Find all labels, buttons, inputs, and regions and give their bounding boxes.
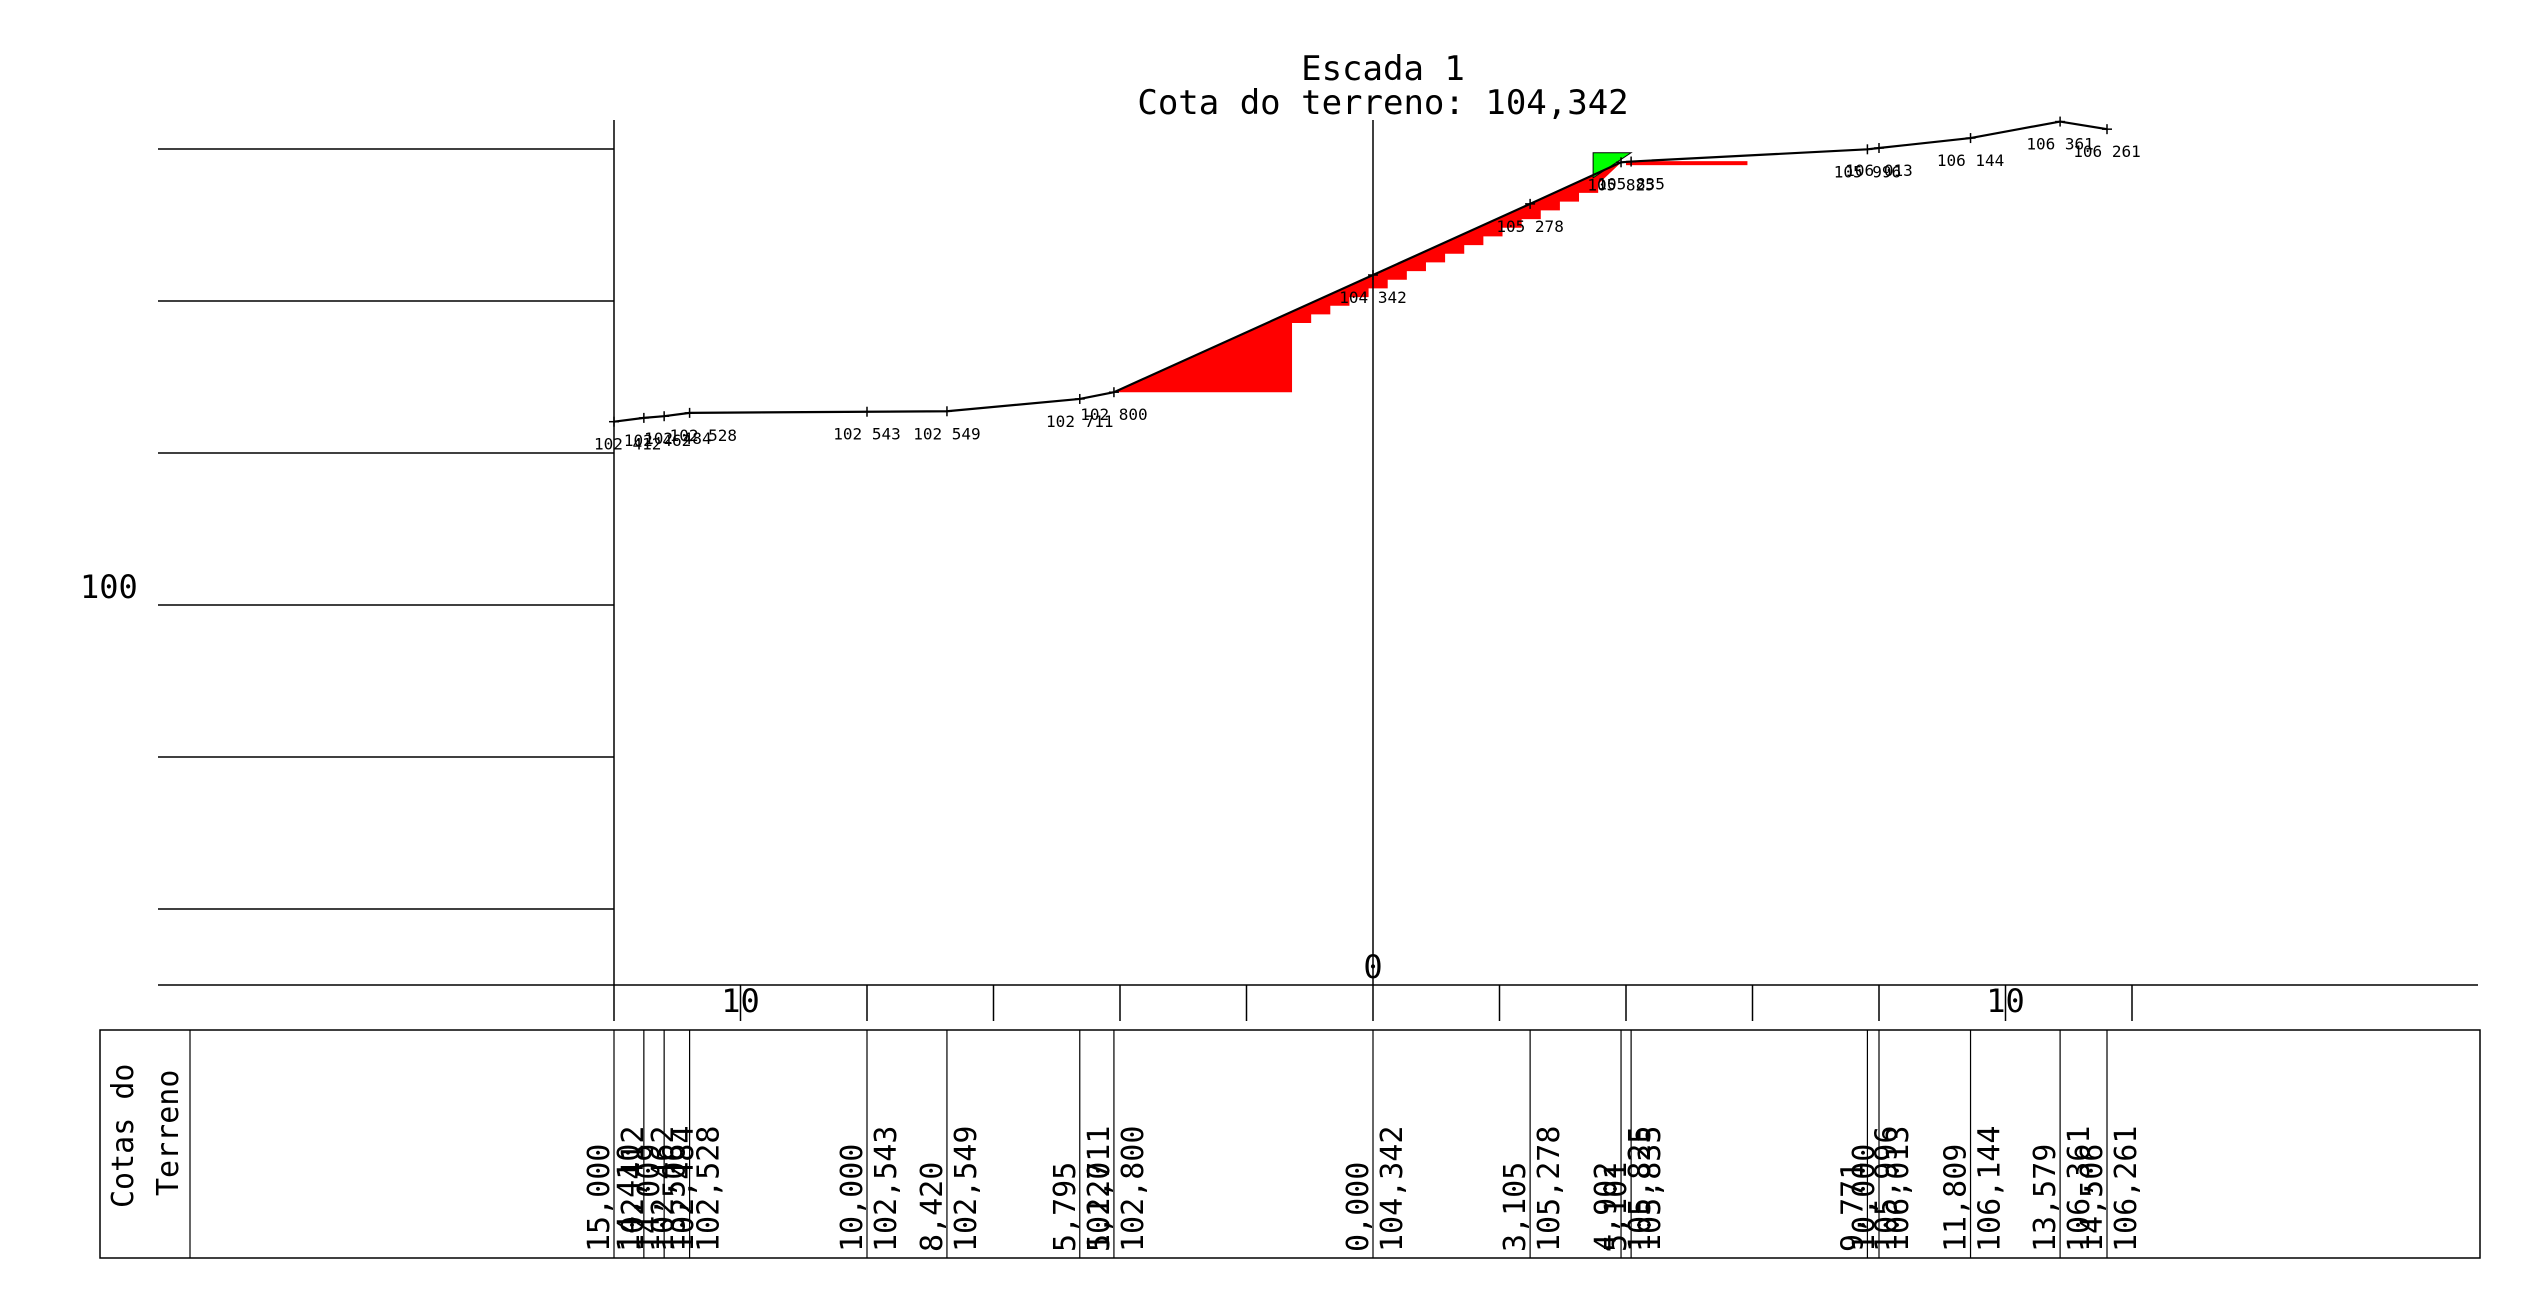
table-elevation: 102,462 (646, 1126, 681, 1252)
terrain-point-label: 102 412 (594, 435, 661, 454)
x-axis-label: 10 (1986, 982, 2025, 1020)
terrain-point-label: 105 835 (1597, 175, 1664, 194)
table-distance: 5,120 (1082, 1162, 1117, 1252)
terrain-point-label: 102 484 (644, 429, 711, 448)
table-elevation: 102,484 (666, 1126, 701, 1252)
terrain-point-label: 104 342 (1339, 288, 1406, 307)
table-elevation: 102,543 (869, 1126, 904, 1252)
table-elevation: 102,549 (949, 1126, 984, 1252)
table-frame (99, 1029, 2481, 1259)
table-distance: 10,000 (1847, 1144, 1882, 1252)
terrain-point-label: 102 549 (913, 424, 980, 443)
table-distance: 15,000 (582, 1144, 617, 1252)
fill-strip (1626, 161, 1748, 166)
table-header-line2: Terreno (151, 1070, 186, 1196)
y-axis-label-100: 100 (80, 568, 138, 606)
table-elevation: 105,835 (1633, 1126, 1668, 1252)
table-elevation: 102,800 (1116, 1126, 1151, 1252)
terrain-point-label: 102 800 (1080, 405, 1147, 424)
terrain-point-label: 106 013 (1845, 161, 1912, 180)
terrain-point-label: 105 825 (1587, 175, 1654, 194)
table-header-line1: Cotas do (106, 1064, 141, 1209)
terrain-point-label: 106 144 (1937, 151, 2004, 170)
table-distance: 0,000 (1341, 1162, 1376, 1252)
table-elevation: 102,528 (692, 1126, 727, 1252)
terrain-point-label: 106 361 (2026, 135, 2093, 154)
table-elevation: 104,342 (1375, 1126, 1410, 1252)
table-distance: 5,795 (1048, 1162, 1083, 1252)
x-axis-label: 10 (721, 982, 760, 1020)
table-distance: 14,506 (2075, 1144, 2110, 1252)
terrain-point-label: 106 261 (2073, 142, 2140, 161)
table-distance: 4,902 (1589, 1162, 1624, 1252)
table-elevation: 106,013 (1881, 1126, 1916, 1252)
table-elevation: 106,144 (1973, 1126, 2008, 1252)
profile-axes (158, 120, 2478, 1021)
table-distance: 13,579 (2028, 1144, 2063, 1252)
table-elevation: 102,711 (1082, 1126, 1117, 1252)
table-distance: 5,101 (1599, 1162, 1634, 1252)
terrain-point-label: 102 462 (624, 431, 691, 450)
terrain-point-label: 105 996 (1834, 162, 1901, 181)
table-distance: 14,410 (612, 1144, 647, 1252)
table-elevation: 105,278 (1532, 1126, 1567, 1252)
table-distance: 3,105 (1498, 1162, 1533, 1252)
terrain-point-label: 102 711 (1046, 412, 1113, 431)
drawing-subtitle: Cota do terreno: 104,342 (1137, 83, 1628, 123)
table-elevation: 102,412 (616, 1126, 651, 1252)
table-distance: 13,506 (658, 1144, 693, 1252)
table-distance: 9,771 (1835, 1162, 1870, 1252)
table-distance: 10,000 (835, 1144, 870, 1252)
table-distance: 11,809 (1939, 1144, 1974, 1252)
table-elevation: 105,825 (1623, 1126, 1658, 1252)
terrain-point-label: 105 278 (1496, 217, 1563, 236)
table-elevation: 106,361 (2062, 1126, 2097, 1252)
table-distance: 8,420 (915, 1162, 950, 1252)
table-distance: 14,009 (632, 1144, 667, 1252)
drawing-title: Escada 1 (1301, 49, 1465, 89)
table-elevation: 105,996 (1869, 1126, 1904, 1252)
x-axis-labels: 10 0 10 (721, 948, 2025, 1020)
terrain-point-label: 102 528 (670, 426, 737, 445)
table-elevation: 106,261 (2109, 1126, 2144, 1252)
x-axis-label: 0 (1363, 948, 1382, 986)
terrain-point-label: 102 543 (833, 425, 900, 444)
